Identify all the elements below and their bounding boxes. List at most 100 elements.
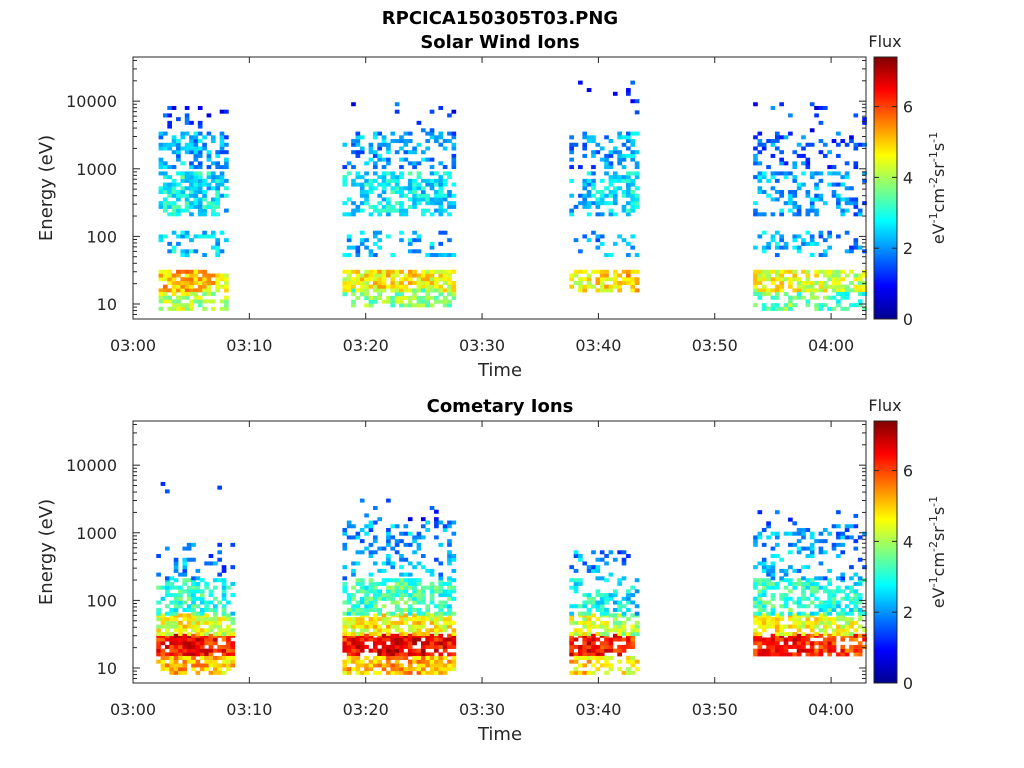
flux-cell xyxy=(403,670,409,675)
flux-cell xyxy=(208,659,214,664)
flux-cell xyxy=(394,550,400,555)
flux-cell xyxy=(770,212,776,217)
flux-cell xyxy=(182,655,188,660)
flux-cell xyxy=(420,589,426,594)
flux-cell xyxy=(434,517,439,522)
flux-cell xyxy=(399,139,404,144)
flux-cell xyxy=(407,663,413,668)
flux-cell xyxy=(831,589,837,594)
flux-cell xyxy=(792,585,798,590)
flux-cell xyxy=(176,142,181,147)
flux-cell xyxy=(210,212,216,217)
flux-cell xyxy=(377,546,382,551)
flux-cell xyxy=(757,175,763,180)
unit-base: cm xyxy=(929,552,948,576)
flux-cell xyxy=(180,186,186,191)
flux-cell xyxy=(407,641,413,646)
flux-cell xyxy=(386,655,391,660)
flux-cell xyxy=(840,611,846,616)
flux-cell xyxy=(438,667,444,672)
flux-cell xyxy=(412,295,417,300)
flux-cell xyxy=(770,277,776,282)
flux-cell xyxy=(757,510,763,515)
flux-cell xyxy=(757,295,763,300)
flux-cell xyxy=(359,150,365,155)
flux-cell xyxy=(372,208,378,213)
flux-cell xyxy=(212,607,218,612)
flux-cell xyxy=(186,613,192,618)
flux-cell xyxy=(173,670,179,675)
flux-cell xyxy=(210,175,216,180)
flux-cell xyxy=(612,146,618,151)
flux-cell xyxy=(599,288,605,293)
flux-cell xyxy=(792,295,798,300)
flux-cell xyxy=(753,578,758,583)
flux-cell xyxy=(753,617,758,622)
flux-cell xyxy=(199,578,205,583)
flux-cell xyxy=(197,131,203,136)
flux-cell xyxy=(221,617,227,622)
flux-cell xyxy=(372,617,378,622)
flux-cell xyxy=(779,648,784,653)
flux-cell xyxy=(215,212,220,217)
flux-cell xyxy=(162,131,168,136)
flux-cell xyxy=(193,234,199,239)
flux-cell xyxy=(586,139,592,144)
flux-cell xyxy=(390,178,396,183)
flux-cell xyxy=(189,190,194,195)
flux-cell xyxy=(774,617,780,622)
flux-cell xyxy=(377,295,382,300)
flux-cell xyxy=(351,628,356,633)
flux-cell xyxy=(608,139,614,144)
flux-cell xyxy=(621,142,627,147)
flux-cell xyxy=(573,644,579,649)
flux-cell xyxy=(420,641,426,646)
flux-cell xyxy=(595,637,601,642)
flux-cell xyxy=(599,611,605,616)
x-tick-label: 04:00 xyxy=(808,336,854,355)
flux-cell xyxy=(857,617,863,622)
flux-cell xyxy=(814,624,819,629)
flux-cell xyxy=(442,637,448,642)
flux-cell xyxy=(160,637,166,642)
flux-cell xyxy=(634,171,640,176)
colorbar-tick-label: 4 xyxy=(903,168,913,187)
flux-cell xyxy=(403,600,409,605)
flux-cell xyxy=(193,201,199,206)
flux-cell xyxy=(425,277,430,282)
flux-cell xyxy=(346,273,352,278)
flux-cell xyxy=(368,284,374,289)
flux-cell xyxy=(569,578,574,583)
flux-cell xyxy=(186,578,192,583)
flux-cell xyxy=(381,157,387,162)
flux-cell xyxy=(434,295,439,300)
flux-cell xyxy=(193,197,199,202)
y-tick-label: 10000 xyxy=(66,456,117,475)
flux-cell xyxy=(831,596,837,601)
flux-cell xyxy=(801,280,806,285)
flux-cell xyxy=(178,655,183,660)
flux-cell xyxy=(386,617,391,622)
flux-cell xyxy=(818,193,824,198)
flux-cell xyxy=(595,589,601,594)
flux-cell xyxy=(805,527,811,532)
flux-cell xyxy=(757,593,763,598)
flux-cell xyxy=(770,139,776,144)
flux-cell xyxy=(355,637,361,642)
flux-cell xyxy=(573,632,579,637)
flux-cell xyxy=(386,197,391,202)
flux-cell xyxy=(158,277,164,282)
flux-cell xyxy=(412,204,417,209)
flux-cell xyxy=(796,527,802,532)
flux-cell xyxy=(630,99,636,104)
flux-cell xyxy=(862,178,867,183)
flux-cell xyxy=(416,234,422,239)
flux-cell xyxy=(831,617,837,622)
flux-cell xyxy=(158,135,164,140)
flux-cell xyxy=(818,652,824,657)
flux-cell xyxy=(346,637,352,642)
flux-cell xyxy=(447,637,452,642)
flux-cell xyxy=(208,670,214,675)
flux-cell xyxy=(184,193,190,198)
flux-cell xyxy=(442,277,448,282)
